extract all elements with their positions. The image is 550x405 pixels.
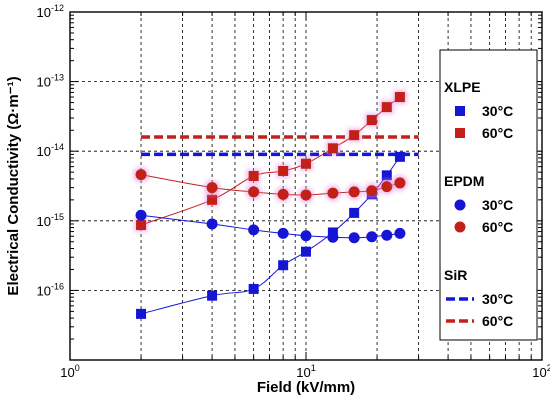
point-xlpe-30-c-4 <box>278 260 289 271</box>
y-tick-label: 10-12 <box>37 3 64 20</box>
point-epdm-30-c-10 <box>394 227 406 239</box>
x-tick-label: 102 <box>532 363 550 380</box>
point-epdm-30-c-8 <box>366 231 378 243</box>
point-epdm-60-c-5 <box>300 189 312 201</box>
point-epdm-60-c-9 <box>381 181 393 193</box>
point-epdm-30-c-1 <box>135 209 147 221</box>
x-tick-label: 100 <box>60 363 79 380</box>
point-epdm-30-c-5 <box>300 230 312 242</box>
y-axis-title: Electrical Conductivity (Ω·m⁻¹) <box>5 76 22 295</box>
point-xlpe-30-c-5 <box>301 246 311 257</box>
legend-label-sir-30: 30°C <box>482 291 513 307</box>
y-tick-label: 10-16 <box>37 281 64 298</box>
point-xlpe-60-c-7 <box>349 130 360 141</box>
point-epdm-30-c-6 <box>327 231 339 243</box>
legend-label-epdm-30: 30°C <box>482 197 513 213</box>
point-xlpe-30-c-2 <box>207 290 218 301</box>
point-epdm-30-c-2 <box>206 218 218 230</box>
legend-swatch-epdm-30 <box>454 199 466 211</box>
point-epdm-60-c-6 <box>327 187 339 199</box>
sir-lines <box>141 135 419 157</box>
point-xlpe-30-c-10 <box>394 151 405 162</box>
point-xlpe-60-c-2 <box>207 194 218 205</box>
data-markers <box>133 90 408 319</box>
point-epdm-60-c-1 <box>135 169 147 181</box>
legend-label-sir-60: 60°C <box>482 313 513 329</box>
point-xlpe-60-c-5 <box>301 158 311 169</box>
point-epdm-60-c-8 <box>366 185 378 197</box>
legend-label-xlpe-60: 60°C <box>482 125 513 141</box>
point-epdm-60-c-4 <box>277 188 289 200</box>
point-xlpe-30-c-9 <box>381 170 392 181</box>
fit-curve-xlpe-60-c <box>140 96 401 226</box>
point-epdm-30-c-4 <box>277 227 289 239</box>
legend-swatch-xlpe-30 <box>455 106 465 116</box>
x-axis-title: Field (kV/mm) <box>257 379 355 396</box>
y-tick-label: 10-13 <box>37 73 64 90</box>
point-epdm-60-c-2 <box>206 182 218 194</box>
point-xlpe-30-c-7 <box>349 207 360 218</box>
y-tick-label: 10-15 <box>37 212 64 229</box>
point-epdm-60-c-3 <box>248 186 260 198</box>
legend-swatch-xlpe-60 <box>455 128 465 138</box>
point-xlpe-60-c-6 <box>327 143 338 154</box>
point-epdm-30-c-9 <box>381 229 393 241</box>
x-tick-label: 101 <box>296 363 315 380</box>
point-xlpe-60-c-3 <box>248 171 259 182</box>
legend-label-xlpe-30: 30°C <box>482 103 513 119</box>
legend-swatch-epdm-60 <box>454 221 466 233</box>
point-epdm-60-c-7 <box>348 186 360 198</box>
fit-curve-epdm-30-c <box>140 214 400 239</box>
axis-ticks <box>69 11 543 361</box>
y-tick-label: 10-14 <box>37 142 64 159</box>
point-xlpe-30-c-1 <box>136 308 147 319</box>
legend-box <box>439 49 538 341</box>
point-xlpe-30-c-3 <box>248 283 259 294</box>
legend-group-epdm: EPDM <box>444 173 484 189</box>
point-xlpe-60-c-9 <box>381 102 392 113</box>
point-xlpe-60-c-4 <box>278 165 289 176</box>
point-epdm-60-c-10 <box>394 177 406 189</box>
tick-labels: 100 101 102 10-16 10-15 10-14 10-13 10-12 <box>37 3 550 380</box>
legend-label-epdm-60: 60°C <box>482 219 513 235</box>
point-epdm-30-c-3 <box>248 224 260 236</box>
point-xlpe-60-c-1 <box>136 220 147 231</box>
legend-group-sir: SiR <box>444 267 467 283</box>
legend-group-xlpe: XLPE <box>444 79 481 95</box>
point-xlpe-60-c-8 <box>366 115 377 126</box>
point-xlpe-60-c-10 <box>394 92 405 103</box>
point-epdm-30-c-7 <box>348 232 360 244</box>
